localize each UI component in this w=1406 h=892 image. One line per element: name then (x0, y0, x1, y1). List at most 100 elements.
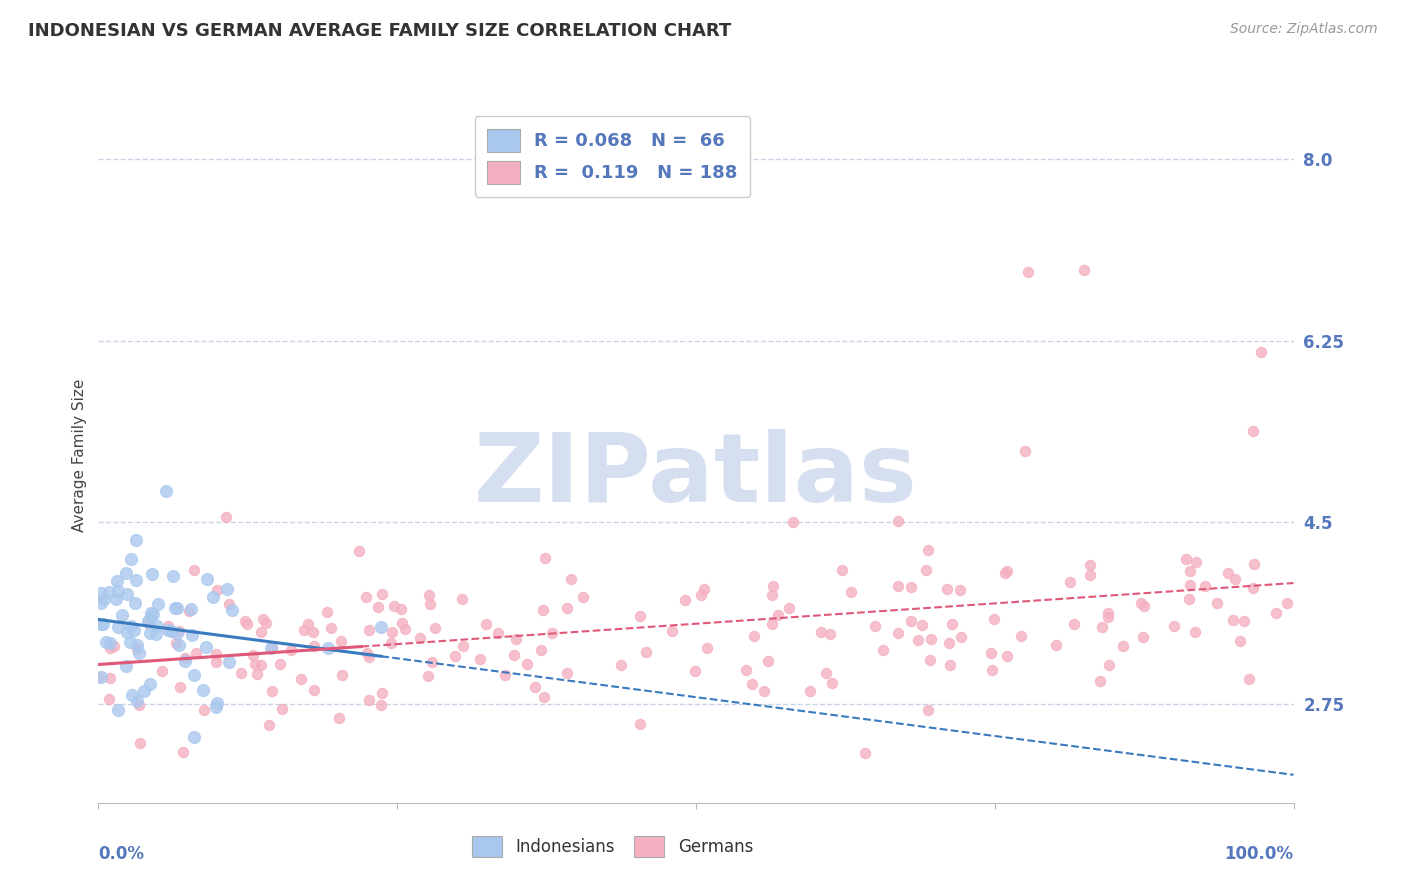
Point (146, 618, 169, 632)
Point (117, 587, 139, 601)
Point (167, 638, 190, 652)
Point (673, 593, 696, 607)
Point (1185, 555, 1208, 569)
Point (1017, 265, 1039, 279)
Point (762, 579, 785, 593)
Point (217, 582, 239, 596)
Point (741, 677, 763, 691)
Point (920, 632, 942, 646)
Point (938, 658, 960, 673)
Text: 0.0%: 0.0% (98, 845, 145, 863)
Point (205, 697, 228, 711)
Point (167, 624, 190, 638)
Point (995, 564, 1018, 578)
Point (90, 596, 112, 610)
Point (1132, 631, 1154, 645)
Point (169, 680, 191, 694)
Point (1194, 579, 1216, 593)
Point (839, 584, 862, 599)
Point (105, 574, 128, 588)
Point (157, 619, 180, 633)
Point (610, 657, 633, 672)
Point (186, 647, 208, 661)
Point (900, 581, 922, 595)
Point (1163, 619, 1185, 633)
Point (236, 617, 259, 632)
Point (1243, 557, 1265, 571)
Point (104, 591, 127, 606)
Point (367, 599, 389, 614)
Point (555, 665, 578, 680)
Point (90, 586, 112, 600)
Point (502, 648, 524, 662)
Point (900, 615, 922, 629)
Point (146, 597, 169, 611)
Point (347, 543, 370, 558)
Point (1275, 597, 1298, 611)
Point (917, 543, 939, 558)
Point (302, 640, 325, 654)
Point (941, 617, 963, 632)
Point (907, 633, 929, 648)
Point (887, 579, 910, 593)
Point (371, 587, 394, 601)
Point (936, 582, 959, 596)
Point (180, 602, 202, 616)
Point (911, 618, 934, 632)
Point (409, 631, 432, 645)
Point (218, 597, 240, 611)
Point (194, 640, 217, 654)
Point (1264, 606, 1286, 620)
Point (634, 645, 657, 659)
Point (1014, 443, 1036, 458)
Point (540, 625, 562, 640)
Point (917, 703, 939, 717)
Point (315, 606, 337, 620)
Point (183, 563, 205, 577)
Point (1098, 657, 1121, 672)
Point (1250, 344, 1272, 359)
Point (173, 654, 195, 668)
Point (381, 624, 404, 639)
Point (810, 625, 832, 640)
Point (983, 612, 1005, 626)
Point (818, 626, 841, 640)
Point (505, 632, 527, 647)
Point (141, 610, 163, 624)
Point (125, 642, 148, 657)
Point (938, 636, 960, 650)
Point (782, 515, 804, 529)
Point (97, 691, 120, 706)
Point (1229, 633, 1251, 648)
Point (742, 629, 765, 643)
Point (1178, 577, 1201, 591)
Point (132, 683, 155, 698)
Point (115, 566, 138, 581)
Point (1088, 674, 1111, 689)
Point (90, 670, 112, 684)
Point (761, 588, 783, 602)
Point (98, 585, 121, 599)
Point (193, 703, 215, 717)
Point (256, 615, 278, 630)
Point (166, 601, 188, 615)
Point (394, 622, 416, 636)
Text: 100.0%: 100.0% (1225, 845, 1294, 863)
Point (981, 663, 1004, 677)
Point (1011, 629, 1033, 643)
Point (160, 624, 183, 639)
Point (280, 643, 302, 657)
Point (115, 625, 138, 640)
Text: ZIPatlas: ZIPatlas (474, 429, 918, 523)
Point (1133, 599, 1156, 613)
Point (260, 641, 283, 656)
Point (450, 591, 472, 606)
Point (205, 647, 228, 661)
Point (778, 601, 800, 615)
Point (1241, 424, 1264, 438)
Point (181, 627, 204, 641)
Point (555, 601, 578, 615)
Point (205, 582, 228, 597)
Point (172, 745, 194, 759)
Point (330, 667, 353, 681)
